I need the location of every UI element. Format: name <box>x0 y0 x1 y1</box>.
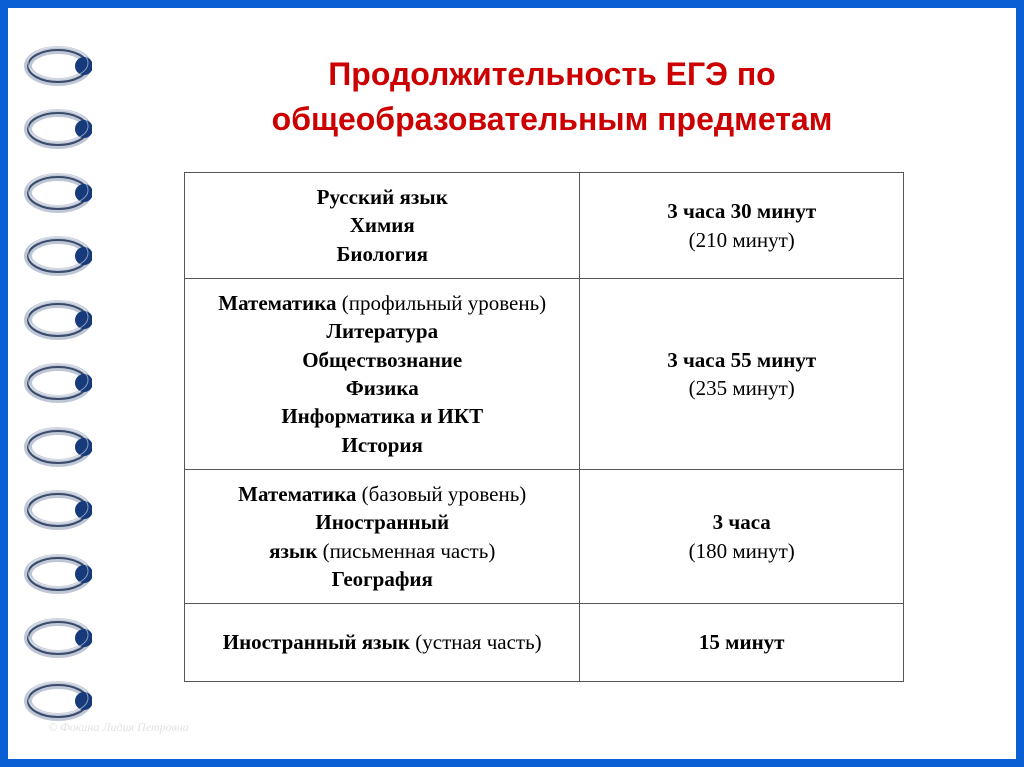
duration-cell: 15 минут <box>580 604 904 681</box>
duration-table: Русский язык Химия Биология 3 часа 30 минут… <box>184 172 904 682</box>
title-line-1: Продолжительность ЕГЭ по <box>328 56 775 92</box>
spiral-ring-icon <box>14 234 92 278</box>
subject-name: География <box>332 567 433 591</box>
duration-minutes: (180 минут) <box>689 539 795 563</box>
subject-name: Химия <box>350 213 415 237</box>
duration-minutes: (235 минут) <box>689 376 795 400</box>
subject-suffix: (профильный уровень) <box>337 291 547 315</box>
spiral-ring-icon <box>14 616 92 660</box>
duration-main: 15 минут <box>699 630 785 654</box>
subject-name: Обществознание <box>302 348 462 372</box>
duration-main: 3 часа <box>713 510 771 534</box>
subject: Математика (профильный уровень) <box>218 291 546 315</box>
duration-minutes: (210 минут) <box>689 228 795 252</box>
subject: Биология <box>336 242 428 266</box>
subject: Русский язык <box>317 185 448 209</box>
subject-suffix: (устная часть) <box>410 630 542 654</box>
subject-name: Русский язык <box>317 185 448 209</box>
subject-name: Физика <box>346 376 419 400</box>
duration-cell: 3 часа (180 минут) <box>580 470 904 604</box>
subject-name: Биология <box>336 242 428 266</box>
spiral-ring-icon <box>14 44 92 88</box>
page: Продолжительность ЕГЭ по общеобразовател… <box>24 24 1000 743</box>
subject: Информатика и ИКТ <box>281 404 483 428</box>
table-row: Русский язык Химия Биология 3 часа 30 минут… <box>185 173 904 279</box>
subject: Физика <box>346 376 419 400</box>
spiral-binding <box>14 34 92 733</box>
subject-name: Иностранный язык <box>223 630 410 654</box>
subject: Математика (базовый уровень) <box>238 482 526 506</box>
spiral-ring-icon <box>14 361 92 405</box>
frame-inner: Продолжительность ЕГЭ по общеобразовател… <box>6 6 1018 761</box>
subjects-cell: Математика (профильный уровень) Литератур… <box>185 279 580 470</box>
subject: История <box>342 433 423 457</box>
subject: Литература <box>326 319 438 343</box>
spiral-ring-icon <box>14 552 92 596</box>
spiral-ring-icon <box>14 107 92 151</box>
duration-cell: 3 часа 55 минут (235 минут) <box>580 279 904 470</box>
spiral-ring-icon <box>14 171 92 215</box>
slide: Продолжительность ЕГЭ по общеобразовател… <box>0 0 1024 767</box>
title-line-2: общеобразовательным предметам <box>272 101 833 137</box>
table-row: Иностранный язык (устная часть) 15 минут <box>185 604 904 681</box>
subject-suffix: (письменная часть) <box>317 539 495 563</box>
spiral-ring-icon <box>14 679 92 723</box>
table-row: Математика (профильный уровень) Литератур… <box>185 279 904 470</box>
subject-name: Математика <box>218 291 336 315</box>
slide-title: Продолжительность ЕГЭ по общеобразовател… <box>154 52 950 142</box>
subject-name: Математика <box>238 482 356 506</box>
subject-name: Литература <box>326 319 438 343</box>
subject-name: История <box>342 433 423 457</box>
subject: Иностранныйязык (письменная часть) <box>269 510 495 562</box>
subjects-cell: Иностранный язык (устная часть) <box>185 604 580 681</box>
subject-name: Информатика и ИКТ <box>281 404 483 428</box>
duration-cell: 3 часа 30 минут (210 минут) <box>580 173 904 279</box>
subject-suffix: (базовый уровень) <box>356 482 526 506</box>
attribution: © Фокина Лидия Петровна <box>48 720 189 735</box>
table-row: Математика (базовый уровень) Иностранныйя… <box>185 470 904 604</box>
subject: География <box>332 567 433 591</box>
subjects-cell: Русский язык Химия Биология <box>185 173 580 279</box>
duration-main: 3 часа 55 минут <box>667 348 816 372</box>
spiral-ring-icon <box>14 298 92 342</box>
subject: Обществознание <box>302 348 462 372</box>
frame-outer: Продолжительность ЕГЭ по общеобразовател… <box>0 0 1024 767</box>
duration-main: 3 часа 30 минут <box>667 199 816 223</box>
spiral-ring-icon <box>14 425 92 469</box>
spiral-ring-icon <box>14 488 92 532</box>
subject: Иностранный язык (устная часть) <box>223 630 542 654</box>
subject: Химия <box>350 213 415 237</box>
subjects-cell: Математика (базовый уровень) Иностранныйя… <box>185 470 580 604</box>
